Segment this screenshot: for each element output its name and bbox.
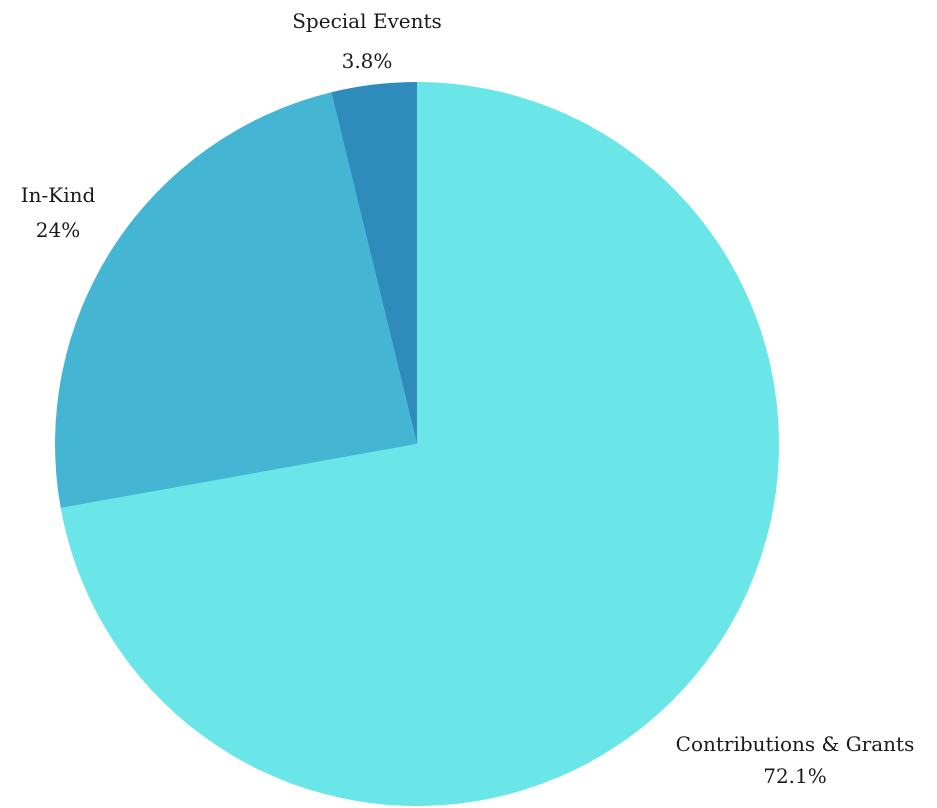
pie-slice-contributions-grants [60,81,780,807]
pie-slice-in-kind [55,92,418,508]
slice-percent-in-kind: 24% [36,218,80,242]
slice-label-special-events: Special Events [292,9,442,33]
pie-slice-special-events [331,82,417,444]
slice-percent-contributions-grants: 72.1% [763,764,827,788]
slice-percent-special-events: 3.8% [342,49,393,73]
slice-label-in-kind: In-Kind [21,183,96,207]
pie-slices [55,81,780,807]
slice-label-contributions-grants: Contributions & Grants [676,732,915,756]
